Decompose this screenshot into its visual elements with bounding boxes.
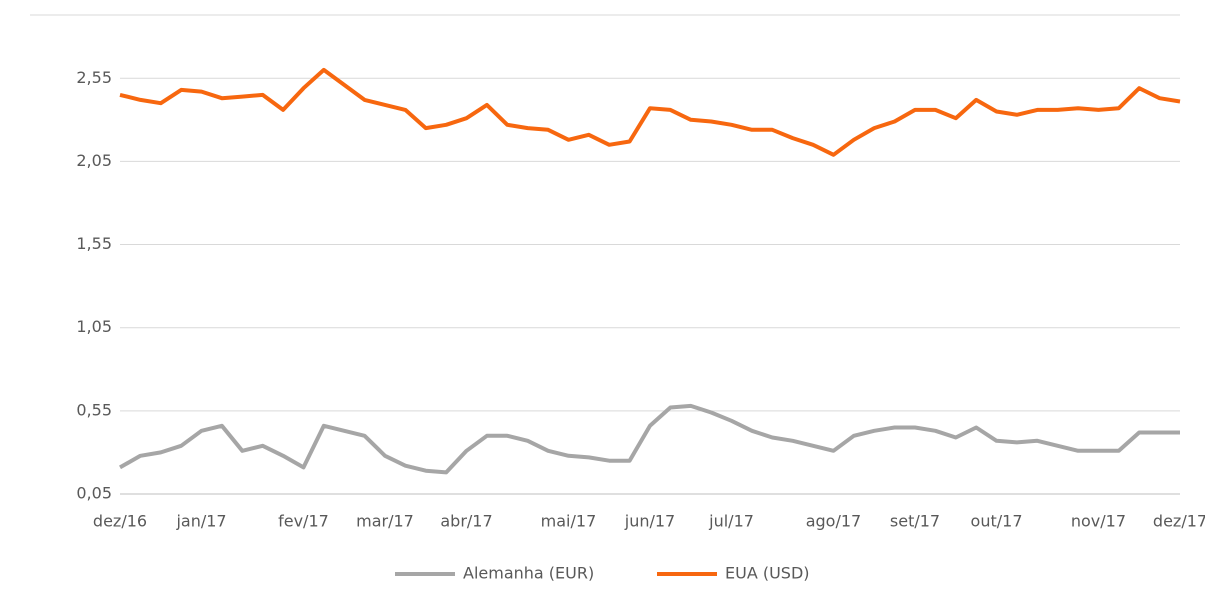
x-tick-label: mai/17 [541, 512, 597, 531]
x-tick-label: fev/17 [278, 512, 329, 531]
series-line [119, 67, 1181, 157]
x-tick-label: nov/17 [1071, 512, 1126, 531]
x-tick-label: jan/17 [175, 512, 226, 531]
y-tick-label: 0,55 [76, 400, 112, 419]
x-tick-label: set/17 [890, 512, 940, 531]
x-tick-label: abr/17 [440, 512, 492, 531]
legend-label: Alemanha (EUR) [463, 564, 594, 583]
x-tick-label: dez/17 [1153, 512, 1205, 531]
x-tick-label: ago/17 [806, 512, 862, 531]
y-tick-label: 1,05 [76, 317, 112, 336]
x-tick-label: out/17 [971, 512, 1023, 531]
y-tick-label: 2,05 [76, 151, 112, 170]
x-tick-label: mar/17 [356, 512, 414, 531]
series-line [119, 403, 1180, 475]
y-tick-label: 1,55 [76, 234, 112, 253]
y-tick-label: 2,55 [76, 68, 112, 87]
legend-label: EUA (USD) [725, 564, 810, 583]
x-tick-label: dez/16 [93, 512, 147, 531]
x-tick-label: jun/17 [624, 512, 675, 531]
y-tick-label: 0,05 [76, 484, 112, 503]
x-tick-label: jul/17 [708, 512, 754, 531]
